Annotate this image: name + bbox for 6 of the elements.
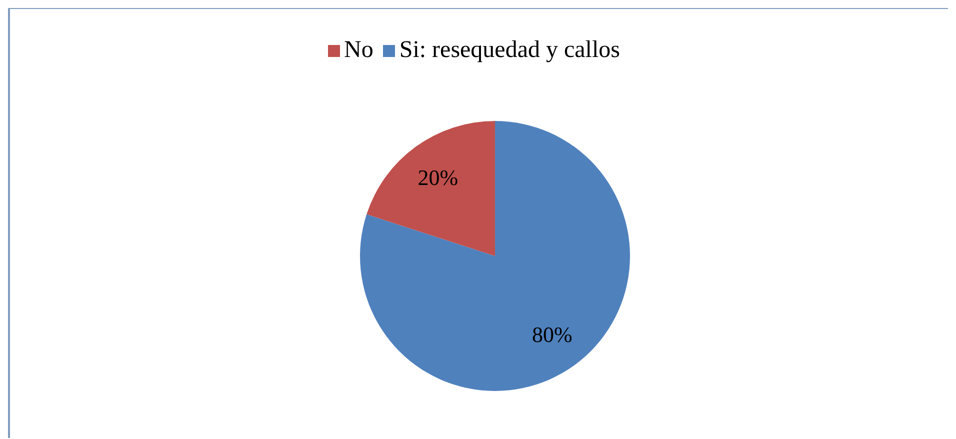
pie-slice bbox=[366, 121, 495, 256]
data-label: 20% bbox=[418, 164, 458, 190]
legend-label: No bbox=[344, 37, 374, 63]
legend-label: Si: resequedad y callos bbox=[399, 37, 620, 63]
pie-slice bbox=[360, 121, 630, 391]
data-label: 80% bbox=[532, 322, 572, 348]
